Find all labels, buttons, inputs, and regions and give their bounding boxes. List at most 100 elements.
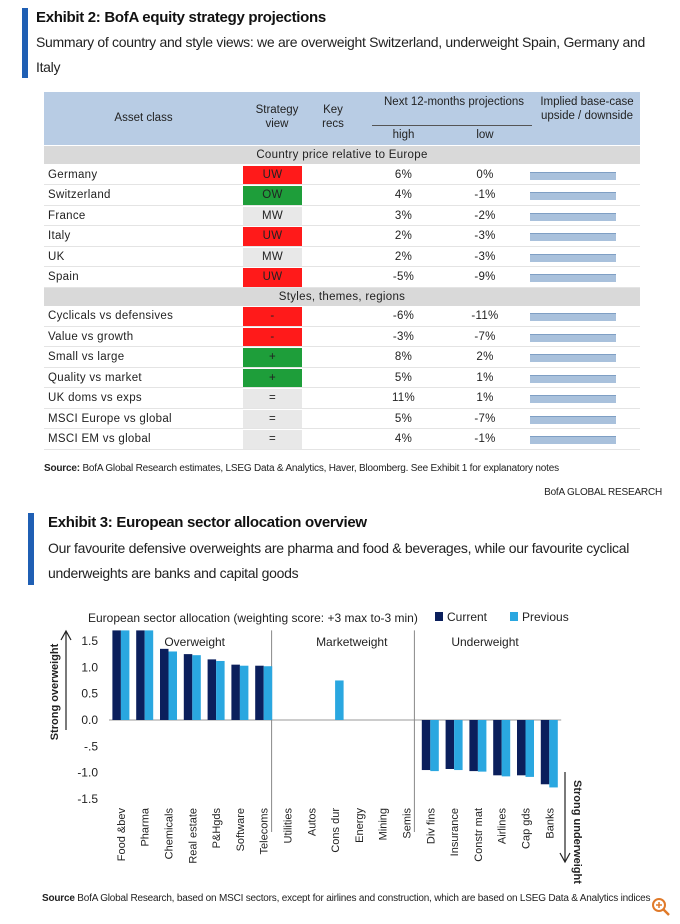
axis-label: Strong overweight — [49, 643, 61, 740]
group-label: Overweight — [164, 635, 225, 649]
bar — [231, 664, 240, 720]
high-cell: 5% — [394, 412, 413, 425]
asset-cell: MSCI Europe vs global — [48, 412, 172, 425]
sparkline — [530, 395, 616, 403]
bar — [120, 630, 130, 720]
header-cell: Implied base-case upside / downside — [540, 96, 634, 122]
x-tick-label: Energy — [354, 808, 366, 843]
bar — [136, 630, 145, 720]
exhibit-title: Exhibit 3: European sector allocation ov… — [48, 514, 367, 531]
row-divider — [44, 204, 640, 206]
sparkline — [530, 374, 616, 383]
y-tick-label: 0.5 — [81, 687, 98, 701]
view-cell: - — [243, 327, 302, 346]
low-cell: -7% — [474, 412, 496, 425]
row-divider — [44, 448, 640, 450]
sparkline — [530, 333, 616, 342]
row-divider — [44, 266, 640, 267]
sparkline — [530, 212, 616, 221]
bar — [445, 719, 455, 769]
bar — [477, 719, 487, 772]
x-tick-label: Airlines — [497, 808, 509, 845]
legend-label: Previous — [522, 610, 569, 624]
source-text: BofA Global Research, based on MSCI sect… — [77, 893, 651, 904]
sparkline — [530, 171, 616, 180]
bar — [207, 659, 217, 720]
low-cell: 2% — [476, 351, 494, 364]
header-cell: Asset class — [114, 112, 173, 124]
high-cell: -6% — [392, 310, 415, 323]
row-divider — [44, 325, 640, 327]
x-tick-label: Mining — [378, 808, 390, 840]
x-tick-label: Food &bev — [116, 808, 128, 862]
x-tick-label: Banks — [544, 808, 556, 839]
source-text: BofA Global Research estimates, LSEG Dat… — [82, 463, 559, 474]
bar — [216, 660, 225, 720]
row-divider — [44, 225, 640, 226]
section-row: Styles, themes, regions — [44, 287, 640, 306]
x-tick-label: Insurance — [449, 808, 461, 856]
group-label: Marketweight — [316, 635, 388, 649]
bar — [144, 630, 154, 720]
high-cell: -5% — [392, 271, 415, 284]
accent-bar — [22, 8, 28, 78]
header-cell: high — [392, 129, 415, 141]
asset-cell: France — [48, 209, 86, 222]
view-cell: + — [243, 348, 302, 367]
low-cell: -7% — [474, 330, 496, 343]
asset-cell: Germany — [48, 168, 98, 181]
high-cell: 8% — [394, 351, 413, 364]
asset-cell: Quality vs market — [48, 371, 142, 384]
table: Asset class Strategy view Key recs Next … — [44, 92, 640, 453]
x-tick-label: Real estate — [187, 808, 199, 864]
group-label: Underweight — [451, 635, 519, 649]
header-cell: low — [476, 129, 494, 141]
source-label: Source — [42, 893, 75, 904]
section-row: Country price relative to Europe — [44, 146, 640, 164]
bar — [469, 719, 478, 772]
source: Source BofA Global Research, based on MS… — [42, 890, 672, 908]
chart-title: European sector allocation (weighting sc… — [88, 611, 418, 625]
x-tick-label: Software — [235, 808, 247, 851]
x-tick-label: Semis — [402, 808, 414, 839]
high-cell: 2% — [394, 250, 413, 263]
legend-swatch — [510, 612, 518, 621]
row-divider — [44, 286, 640, 288]
low-cell: -3% — [474, 230, 496, 243]
sparkline — [530, 192, 616, 200]
low-cell: 0% — [476, 168, 494, 181]
view-cell: - — [243, 307, 302, 326]
bar — [454, 719, 463, 771]
low-cell: -9% — [474, 271, 496, 284]
asset-cell: Cyclicals vs defensives — [48, 310, 174, 323]
y-tick-label: -1.0 — [77, 766, 98, 780]
bar — [517, 719, 526, 776]
low-cell: -2% — [474, 209, 496, 222]
x-tick-label: Cons dur — [330, 808, 342, 853]
chart: European sector allocation (weighting sc… — [49, 610, 583, 884]
accent-bar — [28, 513, 34, 585]
legend-swatch — [435, 612, 443, 621]
view-cell: MW — [243, 206, 302, 225]
y-tick-label: 0.0 — [81, 713, 98, 727]
high-cell: 4% — [394, 189, 413, 202]
y-tick-label: 1.5 — [81, 634, 98, 648]
low-cell: -1% — [474, 189, 496, 202]
bar — [112, 630, 121, 720]
bar — [239, 665, 249, 720]
arrow-head — [559, 852, 571, 864]
source-label: Source: — [44, 463, 80, 474]
x-tick-label: Cap gds — [521, 808, 533, 849]
header-cell: Key recs — [322, 104, 344, 130]
header-cell: Strategy view — [255, 104, 299, 130]
low-cell: 1% — [476, 392, 494, 405]
x-tick-label: Utilities — [283, 808, 295, 844]
bar — [430, 719, 439, 772]
zoom-icon[interactable] — [650, 896, 672, 918]
low-cell: -1% — [474, 433, 496, 446]
sparkline — [530, 233, 616, 241]
row-divider — [44, 245, 640, 247]
axis-label: Strong underweight — [571, 780, 583, 884]
view-cell: UW — [243, 227, 302, 246]
